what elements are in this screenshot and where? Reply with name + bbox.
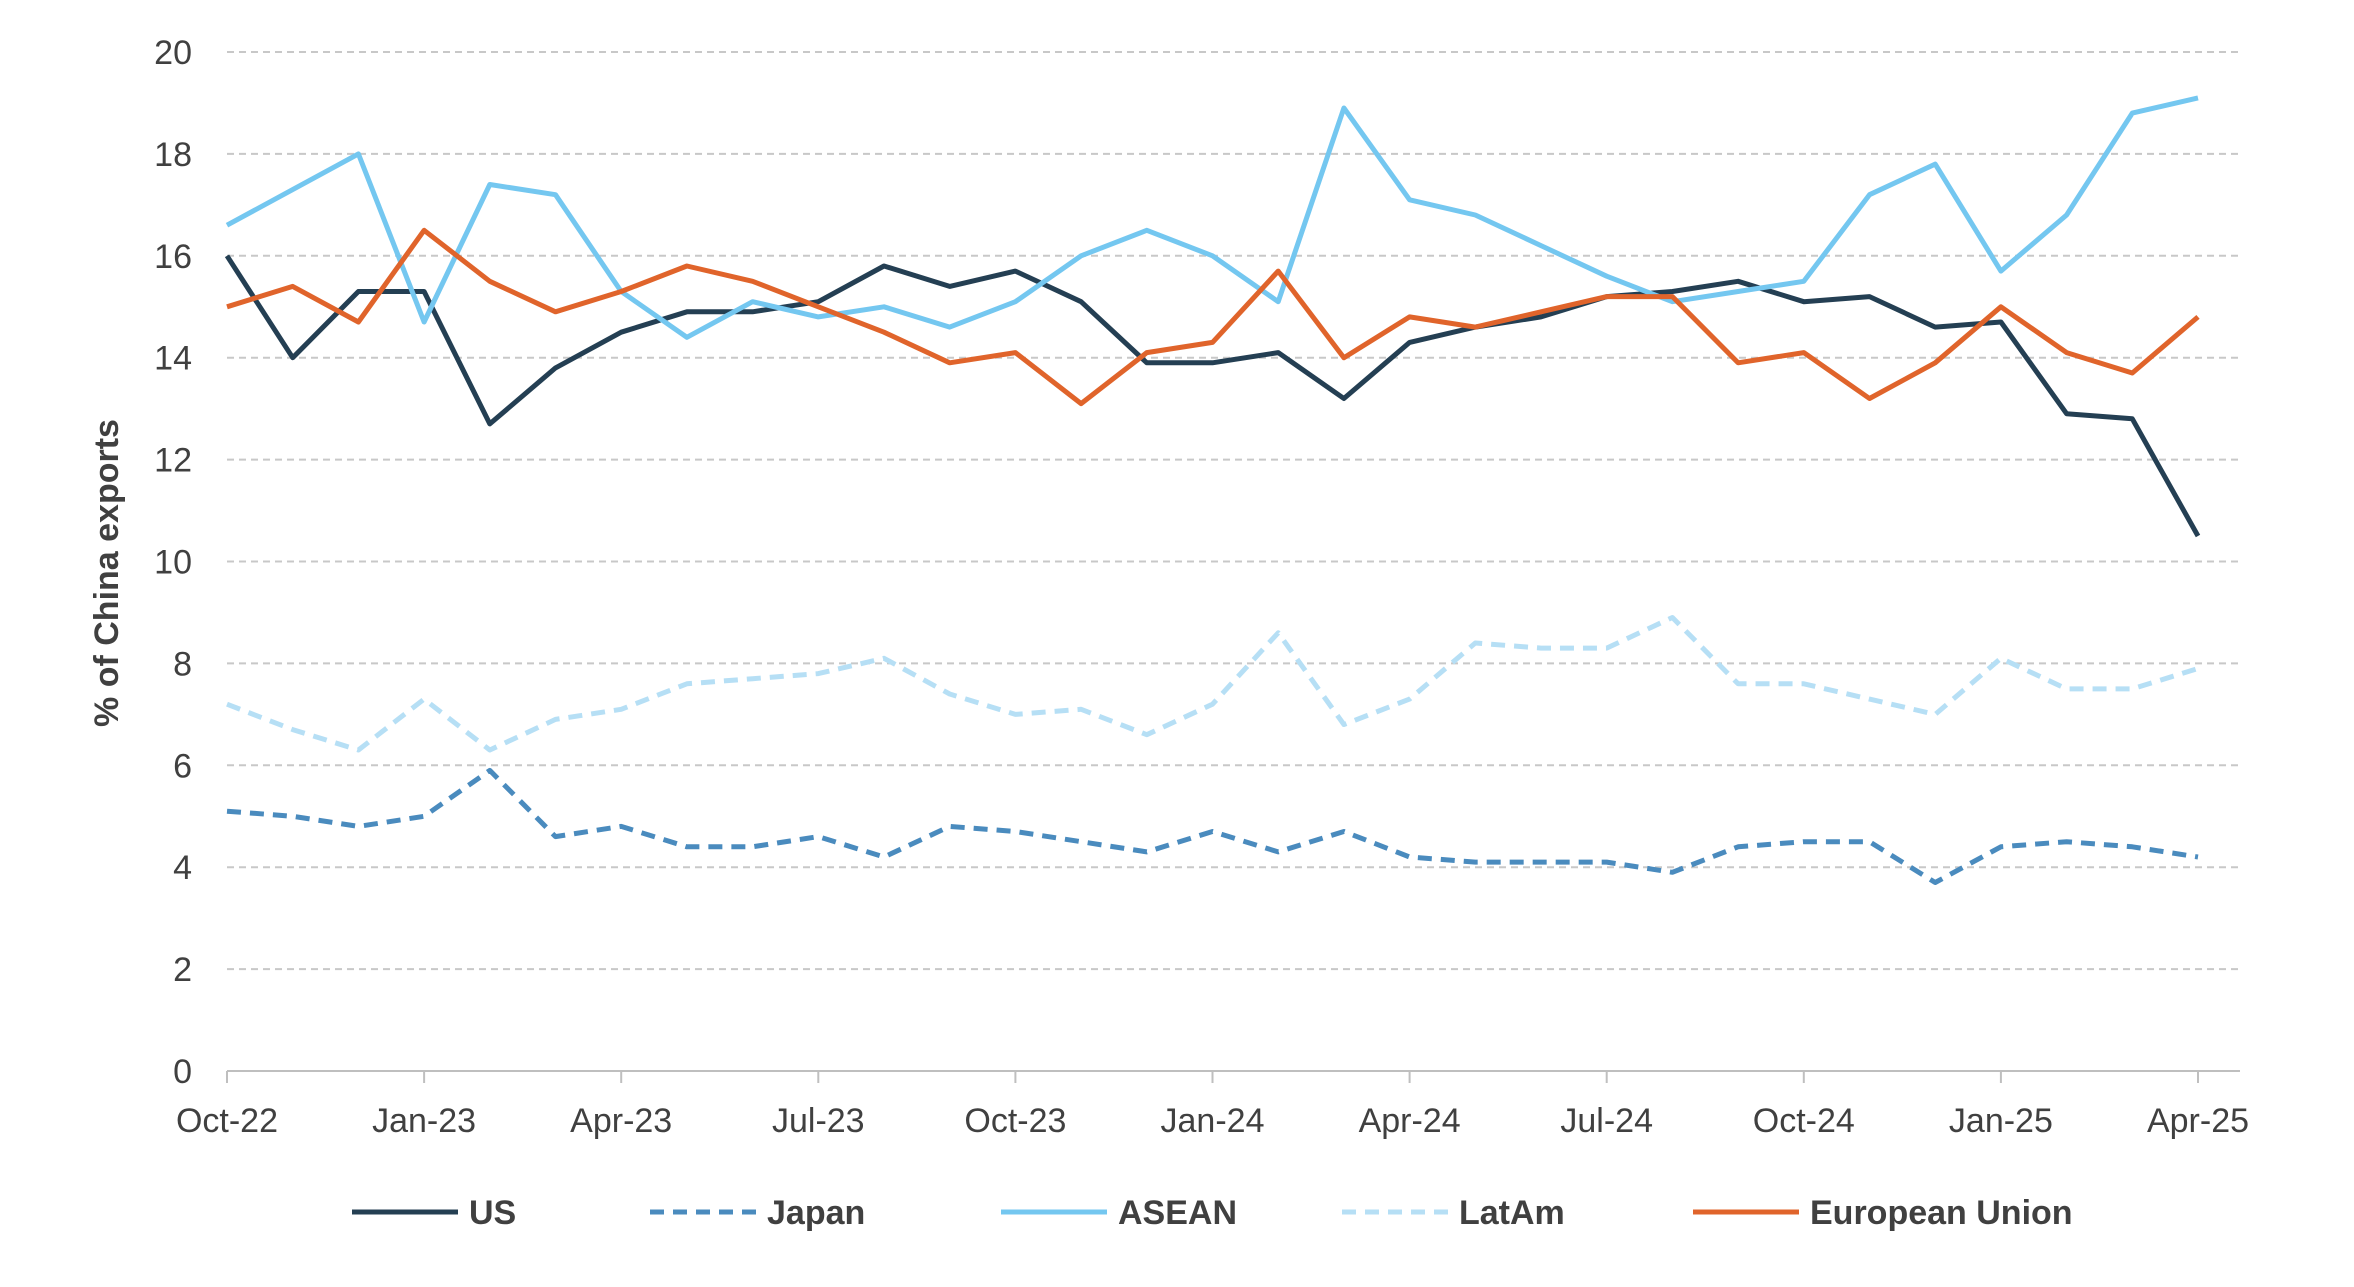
legend-label-japan: Japan (767, 1194, 865, 1232)
y-tick-label: 4 (173, 849, 192, 887)
series-line-japan (226, 767, 2199, 885)
y-tick-label: 8 (173, 645, 192, 683)
x-tick-label: Apr-25 (2147, 1102, 2249, 1140)
x-tick-label: Jan-25 (1949, 1102, 2053, 1140)
series-line-asean (225, 95, 2199, 340)
x-tick-label: Apr-24 (1359, 1102, 1461, 1140)
legend: US Japan ASEAN LatAm European Union (352, 1194, 2073, 1232)
series-lines (224, 95, 2201, 885)
x-tick-label: Oct-23 (964, 1102, 1066, 1140)
legend-label-asean: ASEAN (1118, 1194, 1237, 1232)
x-tick-label: Jan-23 (372, 1102, 476, 1140)
x-tick-label: Oct-24 (1753, 1102, 1855, 1140)
axes (226, 1070, 2240, 1083)
tick-labels: 0 2 4 6 8 10 12 14 16 18 20 Oct-22 Jan-23 Apr-23 Jul-2… (154, 34, 2249, 1140)
y-tick-label: 6 (173, 747, 192, 785)
y-tick-label: 12 (154, 442, 192, 480)
x-tick-label: Jul-23 (772, 1102, 865, 1140)
x-tick-label: Jan-24 (1161, 1102, 1265, 1140)
y-axis-title: % of China exports (88, 419, 126, 727)
y-tick-label: 10 (154, 544, 192, 582)
legend-label-us: US (469, 1194, 516, 1232)
series-line-european-union (226, 227, 2200, 407)
legend-label-european-union: European Union (1810, 1194, 2073, 1232)
y-tick-label: 0 (173, 1053, 192, 1091)
y-tick-label: 20 (154, 34, 192, 72)
x-tick-label: Apr-23 (570, 1102, 672, 1140)
y-tick-label: 14 (154, 340, 192, 378)
x-tick-label: Oct-22 (176, 1102, 278, 1140)
y-tick-label: 2 (173, 951, 192, 989)
series-line-latam (226, 615, 2199, 753)
series-line-us (224, 254, 2201, 538)
y-tick-label: 16 (154, 238, 192, 276)
y-tick-label: 18 (154, 136, 192, 174)
legend-label-latam: LatAm (1459, 1194, 1565, 1232)
x-tick-label: Jul-24 (1560, 1102, 1653, 1140)
